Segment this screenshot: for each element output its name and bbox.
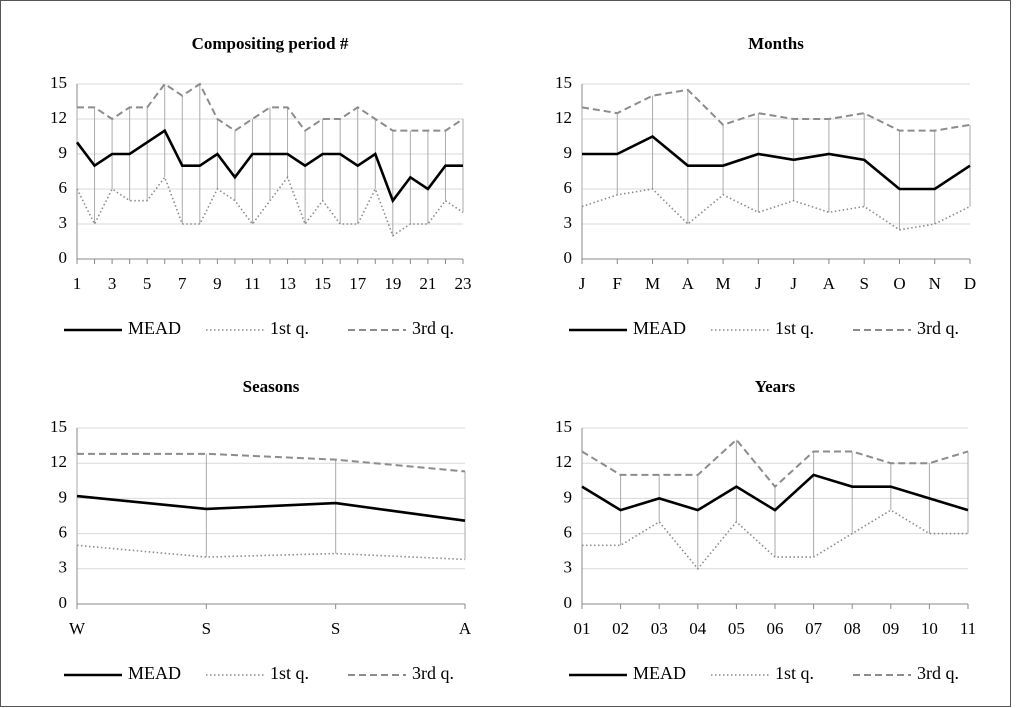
legend-label: MEAD [128,318,181,338]
x-tick-label: A [459,619,472,638]
y-tick-label: 3 [564,558,573,577]
y-tick-label: 15 [555,417,572,436]
x-tick-label: 13 [279,274,296,293]
y-tick-label: 9 [59,143,68,162]
legend-label: 3rd q. [412,318,454,338]
x-tick-label: O [893,274,905,293]
x-tick-label: 06 [767,619,784,638]
x-tick-label: 17 [349,274,367,293]
series-line [77,82,464,133]
x-tick-label: A [823,274,836,293]
legend-label: 1st q. [270,663,309,683]
y-tick-label: 15 [50,73,67,92]
y-tick-label: 12 [555,108,572,127]
y-tick-label: 15 [50,417,67,436]
y-tick-label: 9 [564,487,573,506]
chart-title: Compositing period # [192,34,349,53]
x-tick-label: A [682,274,695,293]
series-line [76,494,466,522]
x-tick-label: 05 [728,619,745,638]
x-tick-label: S [859,274,868,293]
series-line [76,175,464,237]
x-tick-label: 1 [73,274,82,293]
x-tick-label: 10 [921,619,938,638]
y-tick-label: 12 [555,452,572,471]
x-tick-label: 08 [844,619,861,638]
series-line [76,544,466,561]
legend-label: MEAD [633,663,686,683]
x-tick-label: 3 [108,274,117,293]
legend-label: 3rd q. [917,318,959,338]
y-tick-label: 0 [59,593,68,612]
chart-title: Years [755,377,796,396]
x-tick-label: 11 [960,619,976,638]
x-tick-label: D [964,274,976,293]
series-line [77,452,466,473]
x-tick-label: 04 [689,619,707,638]
legend-label: MEAD [633,318,686,338]
x-tick-label: 23 [455,274,472,293]
y-tick-label: 0 [564,593,573,612]
y-tick-label: 6 [564,523,573,542]
y-tick-label: 9 [564,143,573,162]
legend-label: 1st q. [270,318,309,338]
legend-label: 1st q. [775,663,814,683]
legend-label: 3rd q. [917,663,959,683]
x-tick-label: 19 [384,274,401,293]
x-tick-label: M [645,274,660,293]
y-tick-label: 6 [59,178,68,197]
legend-label: MEAD [128,663,181,683]
x-tick-label: 01 [574,619,591,638]
y-tick-label: 12 [50,452,67,471]
y-tick-label: 3 [564,213,573,232]
x-tick-label: 07 [805,619,823,638]
x-tick-label: S [202,619,211,638]
y-tick-label: 12 [50,108,67,127]
x-tick-label: S [331,619,340,638]
chart-title: Seasons [243,377,300,396]
series-line [75,128,463,204]
series-line [581,88,971,132]
chart-title: Months [748,34,804,53]
y-tick-label: 3 [59,213,68,232]
y-tick-label: 3 [59,558,68,577]
legend-label: 1st q. [775,318,814,338]
y-tick-label: 6 [564,178,573,197]
series-line [582,134,971,191]
x-tick-label: N [929,274,941,293]
x-tick-label: 5 [143,274,152,293]
y-tick-label: 0 [59,248,68,267]
x-tick-label: 11 [244,274,260,293]
x-tick-label: 9 [213,274,222,293]
y-tick-label: 9 [59,487,68,506]
x-tick-label: 21 [419,274,436,293]
x-tick-label: 03 [651,619,668,638]
series-line [581,438,969,489]
x-tick-label: 7 [178,274,187,293]
series-line [582,509,968,571]
x-tick-label: J [579,274,586,293]
x-tick-label: 09 [882,619,899,638]
x-tick-label: J [755,274,762,293]
x-tick-label: J [790,274,797,293]
x-tick-label: W [69,619,86,638]
x-tick-label: M [716,274,731,293]
series-line [581,473,969,512]
legend-label: 3rd q. [412,663,454,683]
y-tick-label: 15 [555,73,572,92]
y-tick-label: 0 [564,248,573,267]
x-tick-label: 15 [314,274,331,293]
x-tick-label: F [613,274,622,293]
x-tick-label: 02 [612,619,629,638]
y-tick-label: 6 [59,523,68,542]
